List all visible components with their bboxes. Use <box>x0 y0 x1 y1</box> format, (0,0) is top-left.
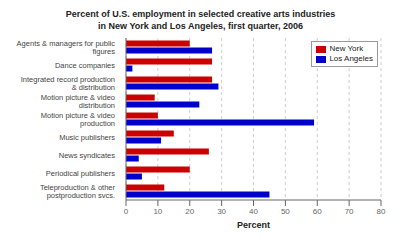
html-text:in New York and Los Angeles, f: in New York and Los Angeles, first quart… <box>98 21 303 31</box>
svg-text:Music publishers: Music publishers <box>59 133 115 142</box>
svg-text:20: 20 <box>185 207 194 216</box>
html-text:New York: New York <box>329 44 364 53</box>
svg-text:Motion picture & videoproducti: Motion picture & videoproduction <box>41 111 115 128</box>
svg-text:Teleproduction & otherpostprod: Teleproduction & otherpostproduction svc… <box>40 183 116 200</box>
svg-text:50: 50 <box>281 207 290 216</box>
html-text:Percent of U.S. employment in: Percent of U.S. employment in selected c… <box>65 9 336 19</box>
svg-text:Periodical publishers: Periodical publishers <box>46 169 115 178</box>
html-text:Los Angeles: Los Angeles <box>329 54 373 63</box>
svg-text:70: 70 <box>345 207 354 216</box>
svg-text:News syndicates: News syndicates <box>59 151 116 160</box>
svg-text:80: 80 <box>377 207 386 216</box>
svg-text:10: 10 <box>153 207 162 216</box>
svg-text:40: 40 <box>249 207 258 216</box>
svg-text:30: 30 <box>217 207 226 216</box>
svg-text:Motion picture & videodistribu: Motion picture & videodistribution <box>41 93 115 110</box>
svg-text:Dance companies: Dance companies <box>55 61 115 70</box>
svg-text:Percent: Percent <box>237 220 270 230</box>
svg-text:0: 0 <box>124 207 129 216</box>
svg-text:60: 60 <box>313 207 322 216</box>
svg-text:Integrated record production&: Integrated record production& distributi… <box>21 75 115 92</box>
svg-text:Agents & managers for publicfi: Agents & managers for publicfigures <box>17 39 116 56</box>
